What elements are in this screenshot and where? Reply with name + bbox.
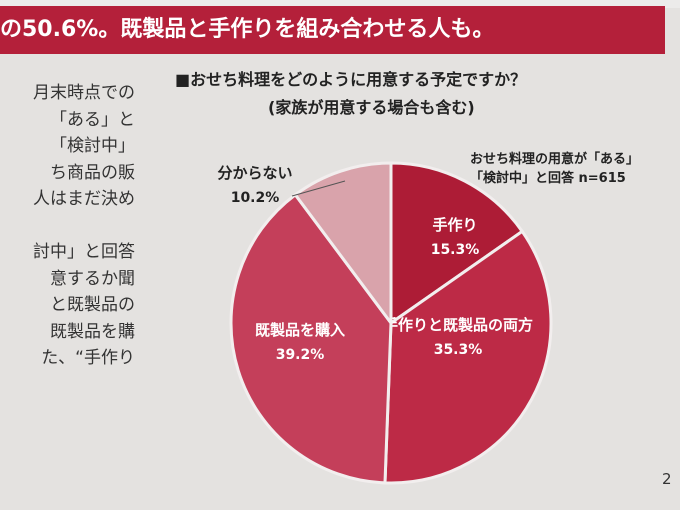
page-number: 2 <box>662 470 672 488</box>
slice-value-label: 15.3% <box>431 242 480 258</box>
body-line: と既製品の <box>50 295 135 315</box>
leader-line <box>291 180 346 197</box>
pie-slice <box>229 192 393 485</box>
body-line: 人はまだ決め <box>33 189 135 209</box>
slice-label: 既製品を購入 <box>255 321 345 339</box>
slice-value-label: 35.3% <box>434 342 483 358</box>
pie-slice <box>383 229 553 485</box>
body-line: 月末時点での <box>33 83 135 103</box>
slice-label: 手作り <box>432 216 477 234</box>
slice-label: 分からない <box>217 164 292 182</box>
sample-note: おせち料理の用意が「ある」「検討中」と回答 n=615 <box>470 152 640 186</box>
slice-value-label: 39.2% <box>276 347 325 363</box>
body-line: 「ある」と <box>50 109 135 130</box>
body-line: ち商品の販 <box>50 162 135 183</box>
body-line: 「検討中」 <box>50 136 135 156</box>
page-top-edge <box>0 0 680 8</box>
body-text: 月末時点での 「ある」と 「検討中」 ち商品の販 人はまだ決め 討中」と回答 意… <box>0 80 135 372</box>
chart-subtitle: (家族が用意する場合も含む) <box>268 98 475 117</box>
slice-value-label: 10.2% <box>231 190 280 206</box>
body-line: 既製品を購 <box>50 321 135 342</box>
body-line: た、“手作り <box>41 348 135 368</box>
body-line: 意するか聞 <box>50 268 135 289</box>
chart-title: ■おせち料理をどのように用意する予定ですか？ <box>175 70 527 89</box>
slice-label: 手作りと既製品の両方 <box>383 316 533 334</box>
pie-slice <box>293 161 393 328</box>
pie-slice <box>389 161 525 326</box>
body-line: 討中」と回答 <box>33 242 135 262</box>
headline-banner: の50.6%。既製品と手作りを組み合わせる人も。 <box>0 6 665 54</box>
